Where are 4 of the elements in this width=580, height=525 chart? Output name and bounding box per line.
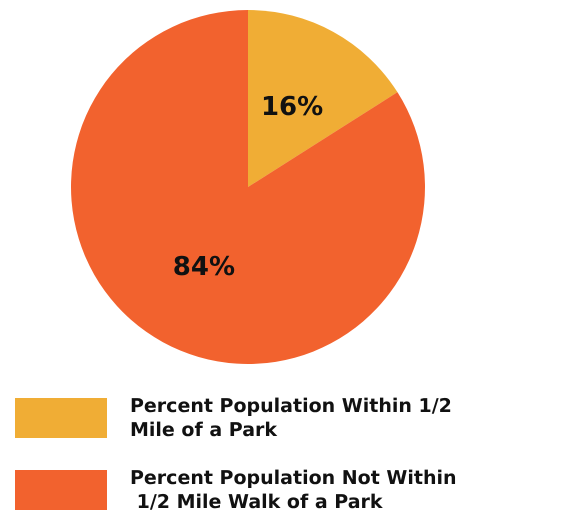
- data-label: 16%: [260, 92, 324, 122]
- legend-label: Percent Population Not Within 1/2 Mile Walk of a Park: [130, 467, 457, 513]
- data-label: 84%: [172, 252, 236, 282]
- legend-label: Percent Population Within 1/2 Mile of a Park: [130, 395, 459, 441]
